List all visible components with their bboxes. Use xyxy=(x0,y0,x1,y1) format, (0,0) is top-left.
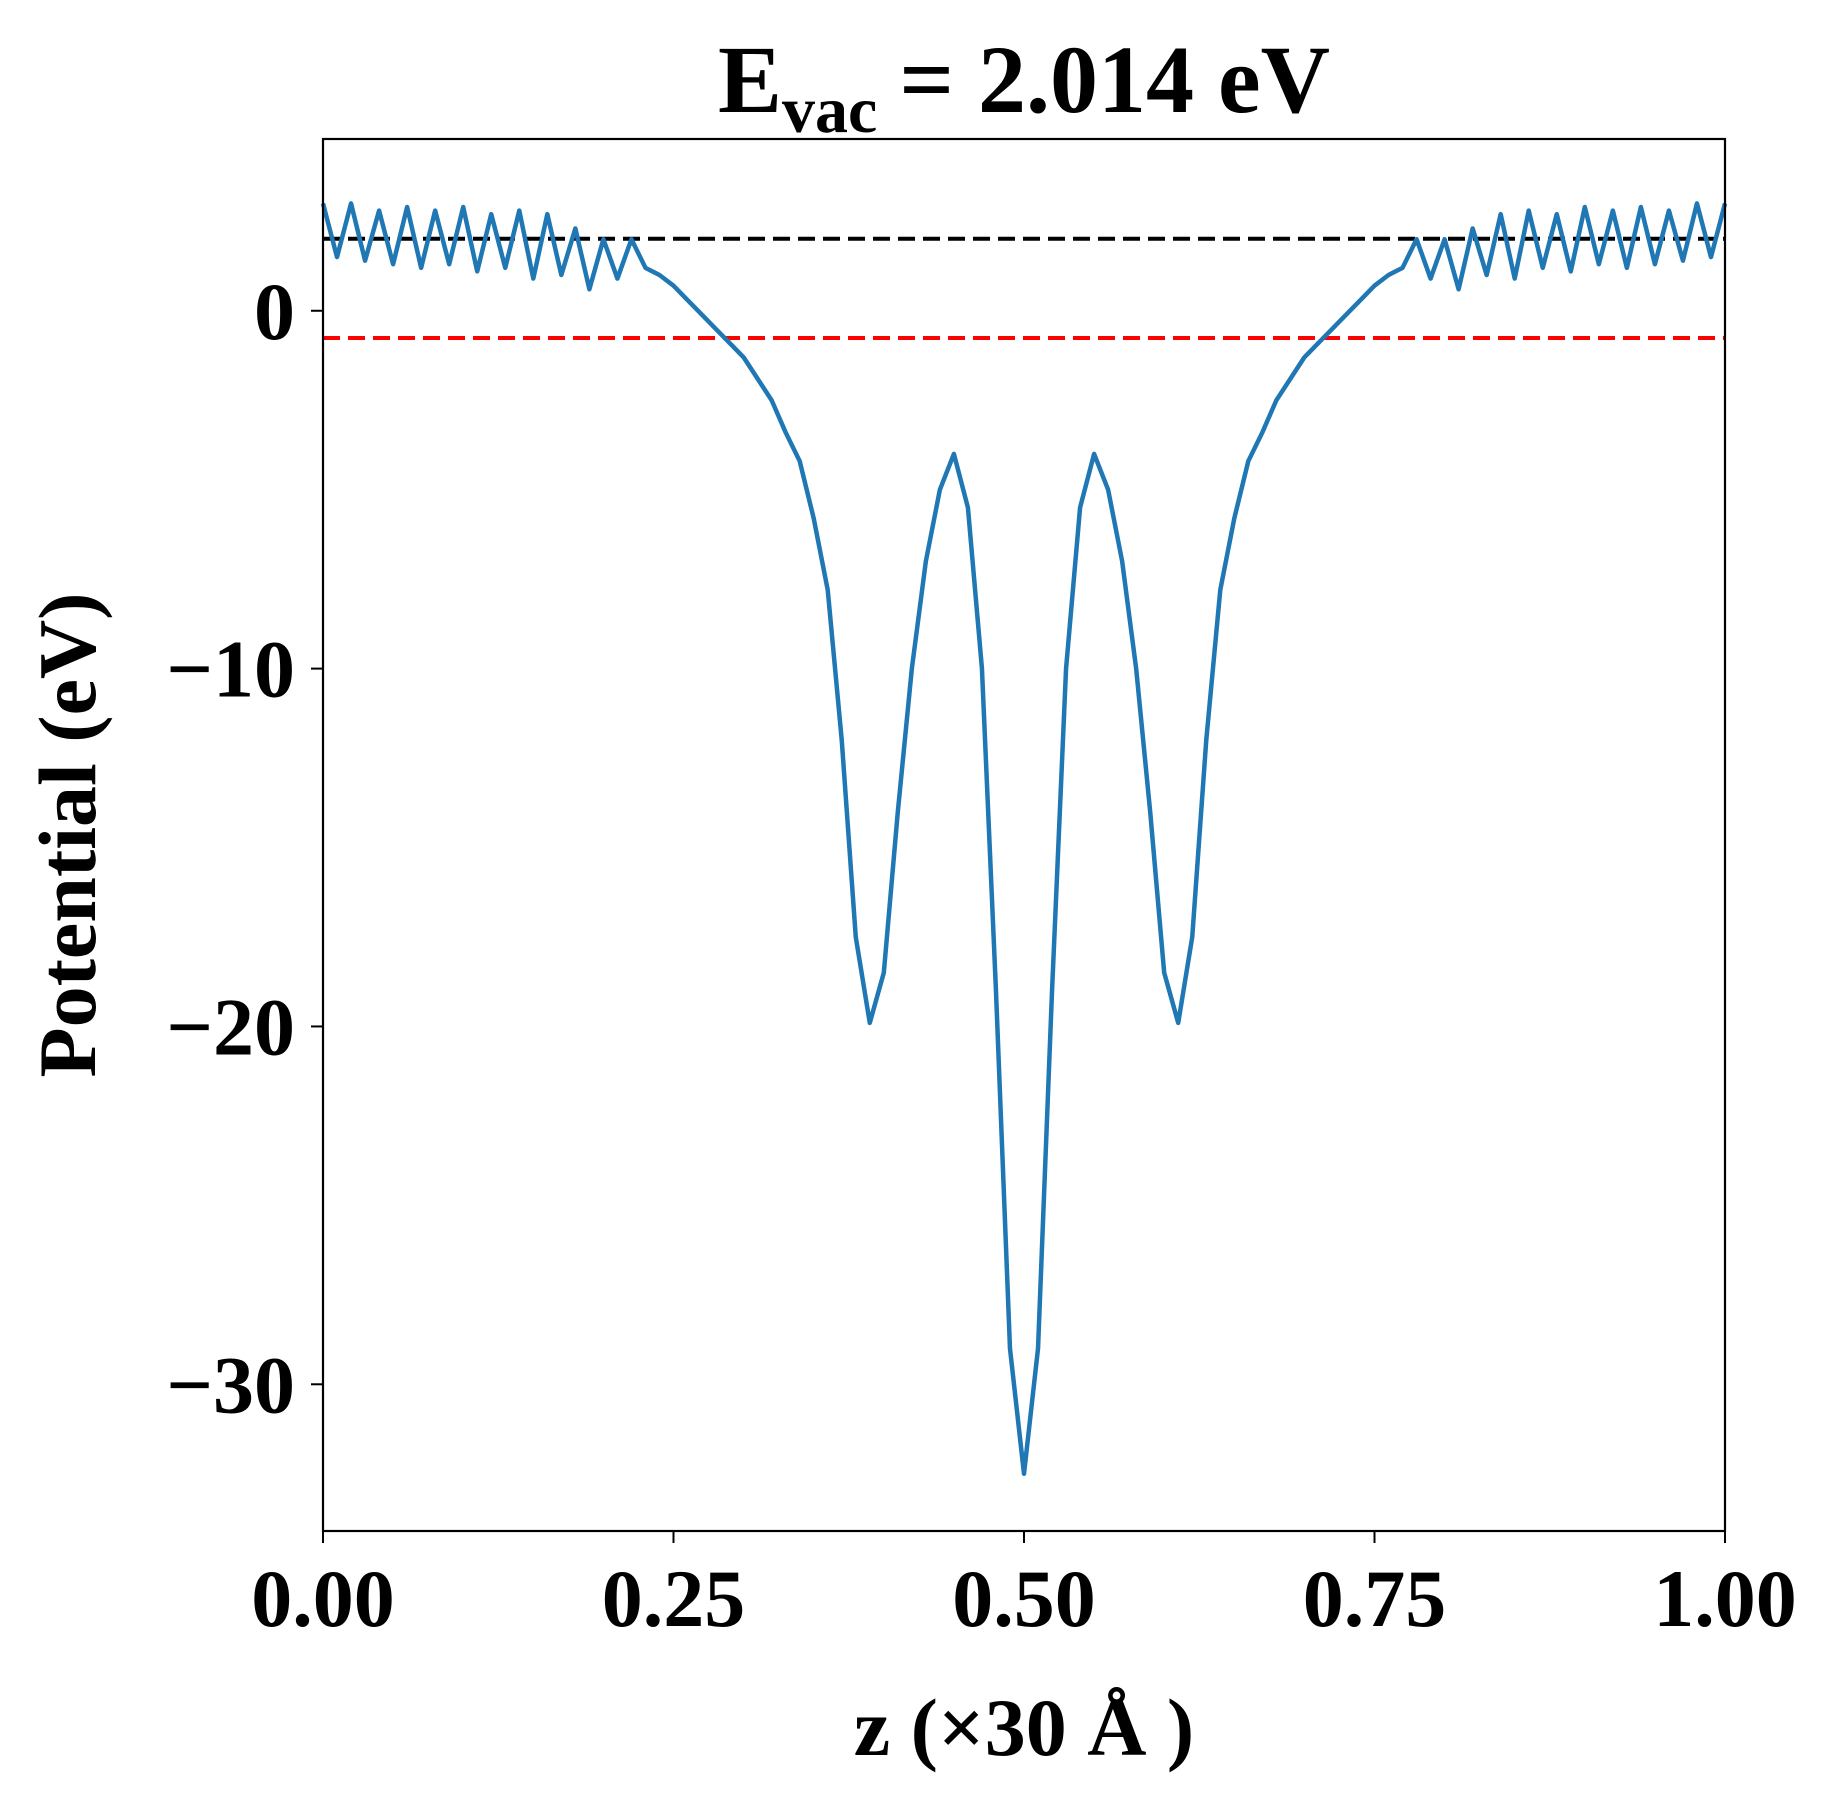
plot-frame xyxy=(321,137,1727,1533)
y-tick-label: −10 xyxy=(166,624,295,715)
x-axis-label: z (×30 Å ) xyxy=(854,1682,1194,1773)
y-tick-label: −30 xyxy=(166,1339,295,1430)
x-tick-label: 0.25 xyxy=(602,1553,746,1644)
title-text: = 2.014 eV xyxy=(899,26,1330,133)
y-tick-label: 0 xyxy=(254,266,295,357)
title-symbol: E xyxy=(718,26,782,133)
chart-title: Evac = 2.014 eV xyxy=(718,26,1330,147)
title-subscript: vac xyxy=(782,74,877,147)
y-axis-label: Potential (eV) xyxy=(22,593,113,1078)
x-tick-label: 1.00 xyxy=(1653,1553,1797,1644)
x-tick-label: 0.00 xyxy=(251,1553,395,1644)
y-tick-label: −20 xyxy=(166,981,295,1072)
x-tick-label: 0.50 xyxy=(952,1553,1096,1644)
x-tick-label: 0.75 xyxy=(1303,1553,1447,1644)
potential-line xyxy=(320,201,1728,1476)
